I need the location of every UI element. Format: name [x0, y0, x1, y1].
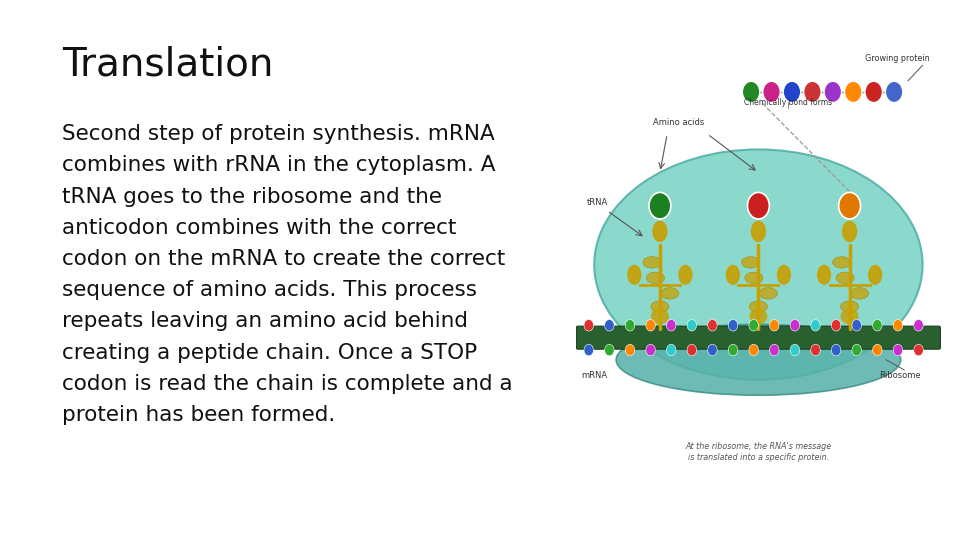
Ellipse shape — [679, 266, 692, 284]
Circle shape — [708, 320, 717, 331]
Ellipse shape — [643, 256, 661, 268]
Circle shape — [852, 320, 861, 331]
Circle shape — [770, 345, 779, 356]
Circle shape — [646, 320, 656, 331]
Circle shape — [914, 320, 924, 331]
Ellipse shape — [727, 266, 739, 284]
Ellipse shape — [759, 288, 778, 299]
Circle shape — [831, 345, 841, 356]
Ellipse shape — [741, 256, 759, 268]
Circle shape — [748, 192, 769, 219]
Circle shape — [666, 345, 676, 356]
Ellipse shape — [660, 288, 679, 299]
Text: Amino acids: Amino acids — [653, 118, 704, 127]
Circle shape — [885, 82, 902, 103]
Text: Chemically bond forms: Chemically bond forms — [744, 98, 831, 107]
Circle shape — [893, 345, 902, 356]
Circle shape — [649, 192, 671, 219]
Circle shape — [749, 345, 758, 356]
Circle shape — [749, 320, 758, 331]
Circle shape — [783, 82, 801, 103]
Ellipse shape — [778, 266, 790, 284]
Ellipse shape — [869, 266, 881, 284]
Ellipse shape — [843, 221, 856, 241]
Circle shape — [729, 320, 738, 331]
Circle shape — [893, 320, 902, 331]
Circle shape — [873, 345, 882, 356]
Circle shape — [666, 320, 676, 331]
Circle shape — [873, 320, 882, 331]
Circle shape — [605, 320, 614, 331]
Circle shape — [708, 345, 717, 356]
Ellipse shape — [651, 301, 669, 313]
Ellipse shape — [836, 272, 854, 284]
Ellipse shape — [840, 301, 858, 313]
Ellipse shape — [594, 150, 923, 380]
Circle shape — [845, 82, 862, 103]
Ellipse shape — [752, 221, 765, 241]
Circle shape — [865, 82, 882, 103]
Ellipse shape — [616, 325, 900, 395]
Circle shape — [687, 320, 697, 331]
Circle shape — [763, 82, 780, 103]
FancyBboxPatch shape — [576, 326, 941, 349]
Text: mRNA: mRNA — [582, 371, 608, 380]
Circle shape — [584, 345, 593, 356]
Circle shape — [831, 320, 841, 331]
Circle shape — [625, 345, 635, 356]
Ellipse shape — [851, 288, 869, 299]
Text: At the ribosome, the RNA's message
is translated into a specific protein.: At the ribosome, the RNA's message is tr… — [685, 442, 831, 462]
Circle shape — [584, 320, 593, 331]
Ellipse shape — [832, 256, 851, 268]
Ellipse shape — [749, 301, 768, 313]
Circle shape — [687, 345, 697, 356]
Ellipse shape — [652, 309, 668, 323]
Circle shape — [811, 345, 820, 356]
Text: Growing protein: Growing protein — [865, 54, 930, 63]
Circle shape — [625, 320, 635, 331]
Circle shape — [646, 345, 656, 356]
Circle shape — [790, 320, 800, 331]
Circle shape — [729, 345, 738, 356]
Circle shape — [804, 82, 821, 103]
Circle shape — [605, 345, 614, 356]
Text: Second step of protein synthesis. mRNA
combines with rRNA in the cytoplasm. A
tR: Second step of protein synthesis. mRNA c… — [62, 124, 513, 425]
Ellipse shape — [745, 272, 763, 284]
Circle shape — [790, 345, 800, 356]
Circle shape — [742, 82, 760, 103]
Circle shape — [914, 345, 924, 356]
Circle shape — [770, 320, 779, 331]
Ellipse shape — [750, 309, 767, 323]
Ellipse shape — [653, 221, 667, 241]
Circle shape — [811, 320, 820, 331]
Ellipse shape — [841, 309, 858, 323]
Circle shape — [824, 82, 842, 103]
Ellipse shape — [818, 266, 830, 284]
Circle shape — [839, 192, 860, 219]
Ellipse shape — [646, 272, 664, 284]
Circle shape — [852, 345, 861, 356]
Ellipse shape — [628, 266, 640, 284]
Text: Ribosome: Ribosome — [878, 371, 921, 380]
Text: tRNA: tRNA — [588, 198, 609, 207]
Text: Translation: Translation — [62, 46, 274, 84]
